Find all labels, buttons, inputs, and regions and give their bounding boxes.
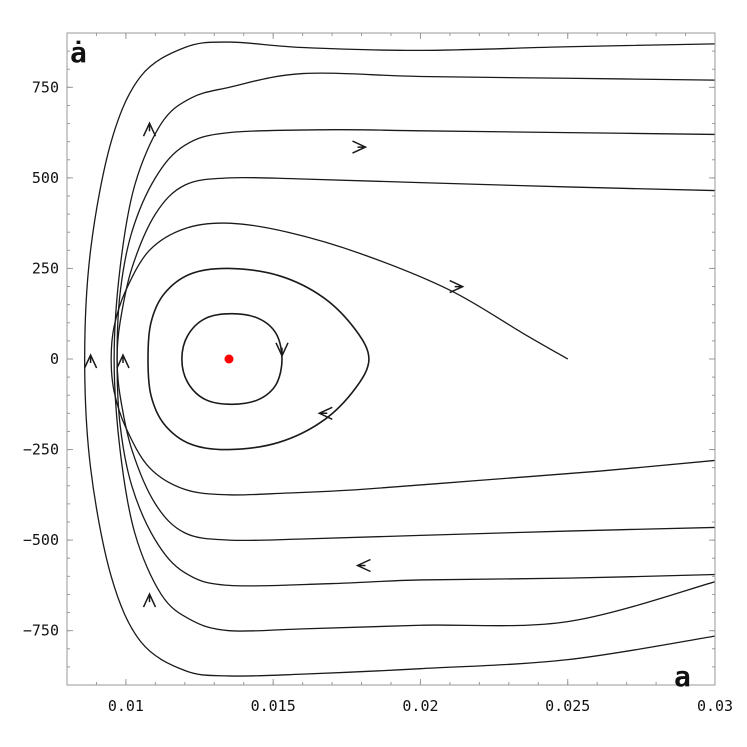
x-tick-label: 0.03 <box>697 697 733 715</box>
axis-ticks <box>66 33 716 685</box>
direction-arrow-6 <box>116 353 130 369</box>
direction-arrow-9 <box>142 592 157 608</box>
flow-line-5 <box>84 41 715 677</box>
direction-arrow-5 <box>142 121 157 137</box>
direction-arrow-7 <box>83 353 98 369</box>
y-axis-label: ȧ <box>70 36 87 69</box>
x-tick-label: 0.015 <box>251 697 296 715</box>
x-axis-label: a <box>674 660 691 693</box>
flow-curves <box>84 41 715 677</box>
equilibrium-point <box>224 354 234 364</box>
y-tick-label: −750 <box>23 622 59 640</box>
flow-line-3 <box>116 129 715 587</box>
y-tick-label: 0 <box>50 350 59 368</box>
direction-arrow-1 <box>275 342 289 358</box>
y-tick-label: 500 <box>32 169 59 187</box>
direction-arrows <box>83 121 465 608</box>
y-tick-label: −500 <box>23 531 59 549</box>
closed-orbit-2 <box>147 267 370 451</box>
direction-arrow-8 <box>355 558 371 573</box>
closed-orbit-1 <box>181 312 283 406</box>
direction-arrow-4 <box>352 140 368 154</box>
y-tick-label: 750 <box>32 78 59 96</box>
x-tick-label: 0.02 <box>402 697 438 715</box>
direction-arrow-3 <box>449 279 465 294</box>
flow-line-1 <box>110 222 715 496</box>
flow-line-4 <box>113 72 715 632</box>
x-tick-label: 0.025 <box>545 697 590 715</box>
y-tick-label: −250 <box>23 441 59 459</box>
tick-labels: 0.01 0.015 0.02 0.025 0.03 −750 −500 −250 0 250 50… <box>23 78 733 715</box>
y-tick-label: 250 <box>32 259 59 277</box>
direction-arrow-2 <box>317 406 333 420</box>
x-tick-label: 0.01 <box>108 697 144 715</box>
equilibrium-point-layer <box>224 354 234 364</box>
